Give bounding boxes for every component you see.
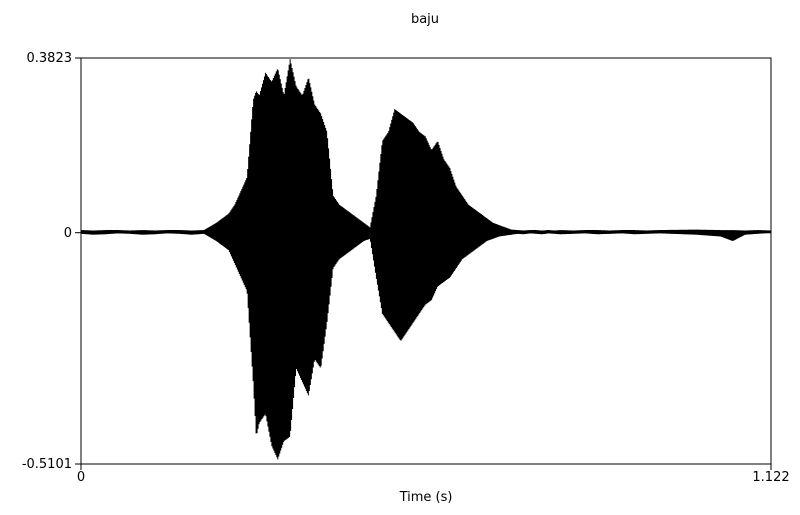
chart-title: baju [411,12,439,27]
y-tick-label-top: 0.3823 [27,51,73,66]
x-tick-label-start: 0 [77,470,85,485]
y-tick-label-bottom: -0.5101 [22,457,72,472]
waveform-trace [80,59,772,460]
x-tick-label-end: 1.122 [752,470,789,485]
y-tick-label-zero: 0 [64,226,72,241]
x-axis-label: Time (s) [399,490,453,505]
plot-frame [80,57,772,465]
